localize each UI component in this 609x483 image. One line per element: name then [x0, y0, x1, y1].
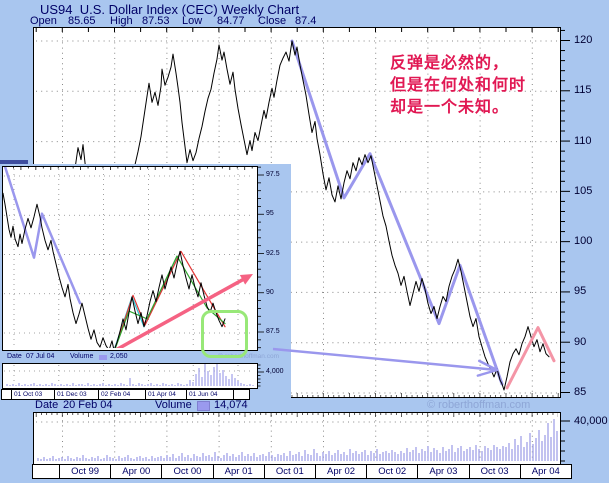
inset-y-axis: 97.5 95 92.5 90 87.5 — [258, 166, 291, 351]
inset-x-axis-cell: 01 Jun 04 — [186, 389, 234, 400]
inset-volume-axis-label: 4,000 — [266, 368, 284, 375]
close-value: 87.4 — [295, 15, 317, 27]
inset-volume-label: Volume — [70, 353, 94, 360]
x-axis-cell: Oct 01 — [263, 464, 316, 479]
y-axis-label: 120 — [574, 34, 593, 46]
inset-volume-value: 2,050 — [110, 353, 128, 360]
y-axis-label: 95 — [574, 285, 587, 298]
inset-date-label: Date — [7, 353, 22, 360]
volume-swatch — [197, 401, 210, 411]
close-label: Close — [258, 15, 287, 27]
main-date-bar: Date 20 Feb 04 Volume 14,074 © roberthof… — [0, 398, 609, 412]
main-volume-axis: 40,000 — [561, 412, 608, 466]
inset-x-axis-cell: 01 Dec 03 — [54, 389, 99, 400]
inset-y-axis-label: 92.5 — [266, 249, 280, 257]
inset-volume-axis: 4,000 — [258, 363, 291, 389]
open-value: 85.65 — [68, 15, 96, 27]
volume-label: Volume — [155, 399, 192, 411]
x-axis-cell: Apr 00 — [110, 464, 163, 479]
watermark: © roberthoffman.com — [427, 399, 531, 411]
inset-y-axis-label: 97.5 — [266, 171, 280, 178]
main-volume-pane — [33, 412, 564, 465]
inset-y-axis-label: 95 — [266, 210, 274, 218]
x-axis-cell: Oct 03 — [468, 464, 521, 479]
green-highlight-box — [201, 310, 248, 358]
inset-x-axis-cell-empty — [233, 389, 250, 400]
x-axis-cell-empty — [32, 464, 60, 479]
inset-y-axis-label: 87.5 — [266, 328, 280, 335]
chinese-annotation: 反弹是必然的， 但是在何处和何时 却是一个未知。 — [390, 55, 527, 116]
date-label: Date — [35, 399, 59, 411]
y-axis-label: 90 — [574, 335, 587, 348]
low-label: Low — [182, 15, 203, 27]
high-value: 87.53 — [142, 15, 170, 27]
y-axis-label: 115 — [574, 84, 592, 97]
chart-title: US94 U.S. Dollar Index (CEC) Weekly Char… — [40, 2, 300, 17]
y-axis-label: 85 — [574, 385, 587, 398]
inset-x-axis-cell: 01 Apr 04 — [145, 389, 187, 400]
x-axis-cell: Oct 02 — [366, 464, 419, 479]
x-axis-cell: Oct 99 — [59, 464, 112, 479]
inset-date-value: 07 Jul 04 — [26, 353, 55, 360]
main-y-axis: 120 115 110 105 100 95 90 85 — [561, 27, 608, 398]
x-axis-cell: Apr 03 — [417, 464, 470, 479]
volume-axis-label: 40,000 — [574, 415, 608, 427]
inset-x-axis-cell: 02 Feb 04 — [98, 389, 146, 400]
x-axis-cell: Apr 04 — [519, 464, 572, 479]
open-label: Open — [30, 15, 57, 27]
volume-value: 14,074 — [214, 399, 248, 411]
inset-x-axis-row: 01 Oct 03 01 Dec 03 02 Feb 04 01 Apr 04 01 J… — [1, 389, 250, 400]
x-axis-cell: Oct 00 — [161, 464, 214, 479]
inset-price-chart-svg — [2, 162, 254, 353]
main-volume-svg — [35, 413, 564, 461]
inset-date-bar: © roberthoffman.com Date 07 Jul 04 Volum… — [2, 351, 291, 363]
inset-chart: 97.5 95 92.5 90 87.5 © roberthoffman.com Dat… — [0, 160, 291, 400]
main-x-axis-row: Oct 99 Apr 00 Oct 00 Apr 01 Oct 01 Apr 02 Oct … — [32, 464, 572, 479]
x-axis-cell: Apr 01 — [212, 464, 265, 479]
y-axis-label: 110 — [574, 134, 592, 147]
high-label: High — [110, 15, 133, 27]
y-axis-label: 100 — [574, 235, 593, 248]
low-value: 84.77 — [217, 15, 245, 27]
ohlc-row: Open 85.65 High 87.53 Low 84.77 Close 87… — [0, 15, 609, 27]
x-axis-cell: Apr 02 — [314, 464, 368, 479]
inset-volume-svg — [4, 363, 257, 386]
inset-y-axis-label: 90 — [266, 288, 274, 296]
inset-top-sliver — [0, 160, 28, 164]
inset-volume-swatch — [99, 355, 107, 360]
inset-price-pane — [2, 162, 258, 353]
inset-volume-pane — [2, 363, 258, 389]
date-value: 20 Feb 04 — [63, 399, 113, 411]
inset-x-axis-cell: 01 Oct 03 — [11, 389, 55, 400]
y-axis-label: 105 — [574, 184, 593, 197]
